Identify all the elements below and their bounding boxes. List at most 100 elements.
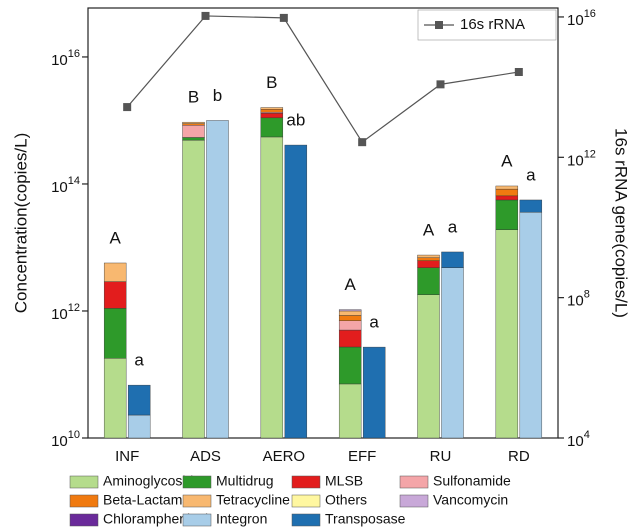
bar-segment — [441, 251, 464, 268]
significance-letter: a — [526, 165, 536, 184]
tick-label: 1012 — [51, 302, 80, 323]
bar-segment — [362, 346, 386, 439]
bar-segment — [417, 260, 440, 268]
bar-segment — [284, 144, 308, 439]
x-tick-label: EFF — [348, 448, 376, 465]
legend-label: MLSB — [325, 473, 363, 489]
tick-exp: 16 — [68, 48, 80, 60]
legend-swatch — [69, 494, 99, 508]
legend-swatch — [182, 513, 212, 527]
x-tick-label: RU — [430, 448, 452, 465]
tick-exp: 8 — [584, 289, 590, 301]
bar-segment — [260, 107, 284, 110]
tick-label: 108 — [567, 289, 590, 310]
tick-base: 10 — [51, 179, 68, 196]
significance-letter: a — [448, 217, 458, 236]
legend-label: Integron — [216, 511, 267, 527]
bar-segment — [495, 195, 519, 201]
y2-axis-label: 16s rRNA gene(copies/L) — [612, 128, 631, 318]
tick-exp: 10 — [68, 429, 80, 441]
significance-letter: A — [423, 221, 435, 240]
tick-label: 1014 — [51, 175, 80, 196]
bar-segment — [417, 267, 440, 295]
plot-frame — [87, 7, 559, 439]
bar-segment — [182, 123, 205, 126]
legend-label: Others — [325, 492, 367, 508]
line-marker — [201, 11, 210, 20]
legend-swatch — [291, 475, 321, 489]
line-marker — [436, 80, 445, 89]
bar-segment — [417, 294, 440, 439]
bar-segment — [103, 358, 127, 439]
bar-segment — [127, 384, 151, 416]
line-marker — [123, 103, 132, 112]
significance-letter: B — [266, 73, 277, 92]
tick-label: 1016 — [567, 8, 596, 29]
bar-segment — [206, 120, 229, 439]
tick-exp: 4 — [584, 429, 590, 441]
tick-label: 1010 — [51, 429, 80, 450]
bar-segment — [338, 310, 362, 316]
bar-segment — [495, 199, 519, 230]
legend-label: 16s rRNA — [460, 16, 525, 33]
legend-label: Vancomycin — [433, 492, 508, 508]
significance-letter: A — [344, 275, 356, 294]
x-tick-label: ADS — [190, 448, 221, 465]
line-marker — [514, 67, 523, 76]
tick-base: 10 — [567, 152, 584, 169]
legend-label: Tetracycline — [216, 492, 290, 508]
bar-segment — [495, 188, 519, 197]
bar-segment — [417, 257, 440, 261]
significance-letter: a — [369, 313, 379, 332]
bar-segment — [338, 329, 362, 348]
bar-segment — [338, 383, 362, 439]
bar-segment — [338, 320, 362, 331]
tick-exp: 12 — [68, 302, 80, 314]
bar-segment — [182, 137, 205, 141]
bar-segment — [103, 308, 127, 359]
legend-label: Multidrug — [216, 473, 274, 489]
legend-label: Sulfonamide — [433, 473, 511, 489]
legend-swatch — [291, 513, 321, 527]
tick-base: 10 — [567, 293, 584, 310]
tick-label: 104 — [567, 429, 590, 450]
tick-exp: 12 — [584, 148, 596, 160]
bar-segment — [260, 136, 284, 439]
legend-label: Chloramphenicol — [103, 511, 208, 527]
line-marker — [358, 138, 367, 147]
tick-exp: 16 — [584, 8, 596, 20]
legend-swatch — [69, 513, 99, 527]
x-tick-label: AERO — [263, 448, 306, 465]
legend-swatch — [291, 494, 321, 508]
bar-segment — [103, 281, 127, 309]
bar-segment — [417, 254, 440, 258]
bar-segment — [338, 315, 362, 321]
bar-segment — [495, 185, 519, 190]
bar-segment — [182, 125, 205, 138]
significance-letter: B — [188, 88, 199, 107]
legend-swatch — [399, 475, 429, 489]
bar-segment — [182, 139, 205, 439]
x-tick-label: RD — [508, 448, 530, 465]
line-marker — [279, 13, 288, 22]
legend-label: Transposase — [325, 511, 406, 527]
bar-segment — [495, 229, 519, 439]
legend-swatch — [399, 494, 429, 508]
legend-label: Aminoglycoside — [103, 473, 201, 489]
tick-base: 10 — [51, 52, 68, 69]
tick-label: 1016 — [51, 48, 80, 69]
line — [126, 15, 519, 144]
tick-exp: 14 — [68, 175, 80, 187]
significance-letter: ab — [286, 111, 305, 130]
bar-segment — [182, 121, 205, 124]
bar-segment — [260, 113, 284, 119]
bar-segment — [260, 109, 284, 113]
bar-segment — [519, 211, 543, 439]
x-tick-label: INF — [115, 448, 139, 465]
bar-segment — [260, 117, 284, 138]
legend-swatch — [182, 494, 212, 508]
bar-segment — [127, 414, 151, 439]
bar-segment — [338, 346, 362, 385]
significance-letter: a — [134, 351, 144, 370]
